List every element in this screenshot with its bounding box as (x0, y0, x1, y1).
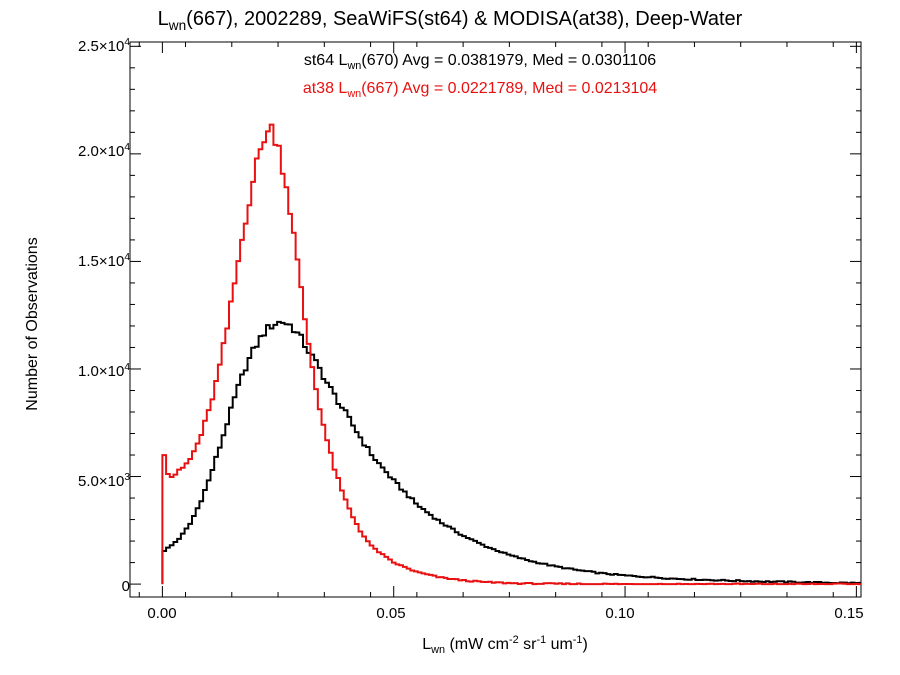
legend-entry-at38: at38 Lwn(667) Avg = 0.0221789, Med = 0.0… (0, 80, 900, 101)
title-prefix: L (157, 8, 169, 30)
legend-at38-pre: at38 L (302, 80, 348, 97)
xlabel-rest1: (mW cm (445, 636, 509, 653)
x-tick-label: 0.05 (376, 605, 406, 622)
title-subscript: wn (168, 18, 187, 34)
legend-at38-sub: wn (347, 88, 362, 101)
x-tick-label: 0.10 (605, 605, 635, 622)
axes-layer (129, 41, 862, 598)
y-tick-label: 5.0×103 (78, 472, 130, 490)
xlabel-prefix: L (422, 636, 432, 653)
xlabel-sup3: -1 (572, 634, 583, 647)
title-rest: (667), 2002289, SeaWiFS(st64) & MODISA(a… (186, 8, 743, 30)
xlabel-rest2: sr (518, 636, 537, 653)
legend-entry-st64: st64 Lwn(670) Avg = 0.0381979, Med = 0.0… (0, 52, 900, 73)
chart-title: Lwn(667), 2002289, SeaWiFS(st64) & MODIS… (0, 8, 900, 34)
plot-frame (129, 41, 862, 598)
y-tick-label: 2.5×104 (78, 37, 130, 55)
legend-st64-post: (670) Avg = 0.0381979, Med = 0.0301106 (361, 52, 657, 69)
y-axis-label: Number of Observations (24, 237, 41, 411)
y-tick-label: 1.0×104 (78, 362, 130, 380)
xlabel-rest3: um (546, 636, 573, 653)
xlabel-sub: wn (431, 644, 446, 657)
xlabel-sup2: -1 (536, 634, 547, 647)
series-line-st64 (161, 320, 861, 585)
series-line-at38 (161, 123, 861, 586)
legend-st64-sub: wn (347, 60, 362, 73)
x-tick-label: 0.15 (834, 605, 864, 622)
x-tick-label: 0.00 (147, 605, 177, 622)
series-layer (161, 123, 861, 586)
xlabel-rest4: ) (582, 636, 588, 653)
legend-at38-post: (667) Avg = 0.0221789, Med = 0.0213104 (361, 80, 658, 97)
xlabel-sup1: -2 (509, 634, 519, 647)
x-axis-label: Lwn (mW cm-2 sr-1 um-1) (0, 634, 900, 657)
legend-st64-pre: st64 L (303, 52, 348, 69)
y-tick-label: 2.0×104 (78, 142, 130, 160)
y-tick-label: 1.5×104 (78, 252, 130, 270)
y-tick-label: 0 (121, 578, 130, 595)
